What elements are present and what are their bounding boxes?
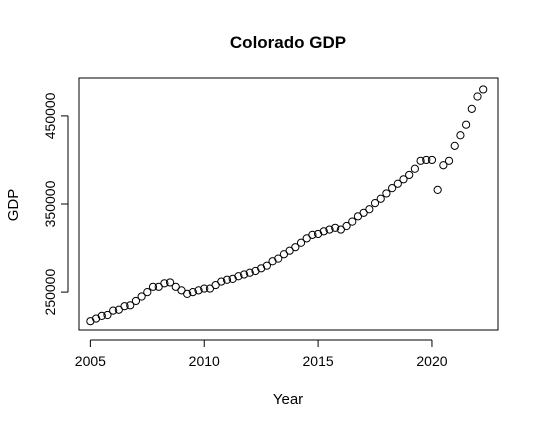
data-point	[405, 170, 414, 180]
data-point	[462, 120, 471, 129]
x-axis: 2005 2010 2015 2020	[75, 339, 448, 369]
y-tick-label: 250000	[42, 269, 58, 316]
data-point	[120, 302, 129, 311]
data-point	[365, 205, 374, 214]
data-point	[467, 104, 476, 113]
data-point	[109, 306, 118, 315]
data-point	[444, 156, 454, 165]
data-point	[348, 217, 357, 226]
data-point	[239, 270, 249, 279]
data-point	[450, 141, 459, 150]
data-point	[200, 284, 209, 293]
data-point	[473, 92, 482, 101]
y-axis: 250000 350000 450000	[42, 92, 69, 316]
data-point	[410, 164, 419, 173]
data-point	[103, 310, 112, 320]
data-point	[217, 277, 226, 286]
data-point	[370, 199, 380, 208]
data-point	[388, 184, 397, 193]
x-tick-label: 2010	[189, 353, 220, 369]
data-point	[479, 85, 488, 94]
data-point	[427, 155, 437, 165]
data-point	[319, 227, 328, 236]
data-point	[308, 230, 317, 239]
data-point	[393, 179, 402, 188]
data-point	[274, 254, 283, 263]
data-point	[194, 286, 203, 295]
data-point	[245, 268, 254, 277]
data-point	[416, 156, 425, 165]
data-point	[234, 272, 243, 281]
y-axis-label: GDP	[5, 189, 22, 222]
data-point	[376, 194, 385, 203]
y-tick-label: 450000	[42, 92, 58, 139]
data-point	[439, 161, 448, 170]
data-point	[160, 279, 169, 288]
data-point	[331, 223, 340, 232]
chart-title: Colorado GDP	[230, 33, 346, 52]
data-point	[291, 243, 300, 252]
data-point	[342, 221, 351, 231]
plot-frame	[78, 77, 499, 331]
x-axis-label: Year	[273, 391, 303, 408]
x-tick-label: 2005	[75, 353, 106, 369]
data-point	[126, 301, 135, 310]
data-point	[262, 261, 271, 270]
data-point	[222, 275, 232, 284]
data-point	[296, 238, 306, 247]
data-point	[165, 278, 175, 287]
data-point	[188, 288, 197, 297]
data-point	[148, 282, 158, 291]
data-points	[86, 85, 488, 326]
data-point	[97, 311, 106, 321]
data-point	[456, 131, 465, 140]
data-point	[143, 288, 152, 297]
x-tick-label: 2020	[416, 353, 447, 369]
data-point	[183, 289, 192, 298]
data-point	[382, 189, 391, 198]
y-tick-label: 350000	[42, 180, 58, 227]
data-point	[325, 225, 334, 234]
data-point	[137, 292, 146, 301]
data-point	[131, 296, 141, 306]
data-point	[422, 155, 431, 165]
data-point	[433, 185, 442, 195]
x-tick-label: 2015	[303, 353, 334, 369]
data-point	[399, 175, 408, 184]
